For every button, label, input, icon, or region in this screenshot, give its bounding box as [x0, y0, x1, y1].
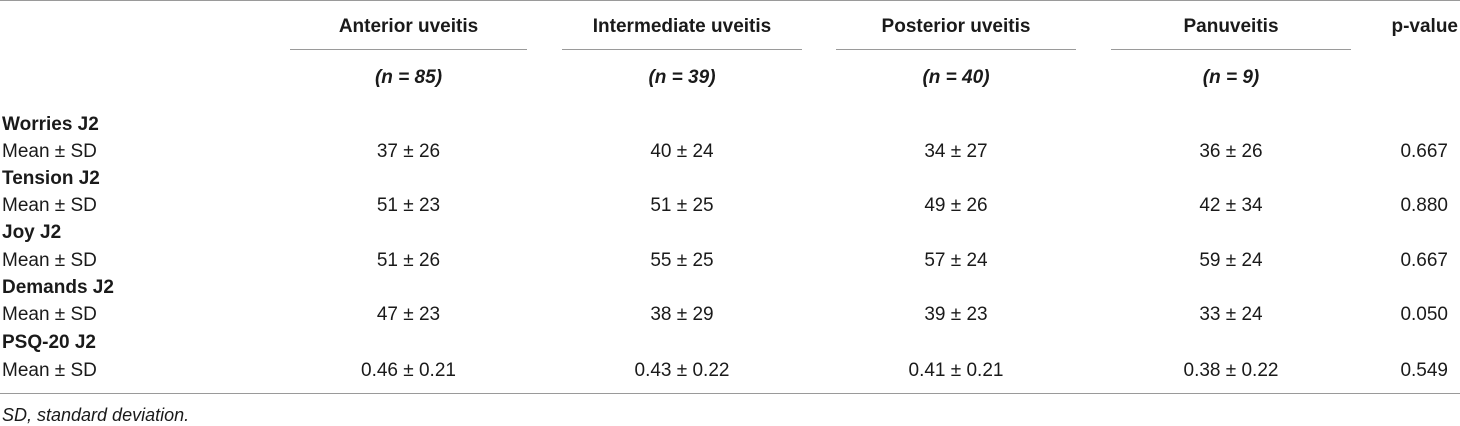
- cell-joy-posterior: 57 ± 24: [924, 250, 988, 271]
- cell-demands-anterior: 47 ± 23: [376, 304, 441, 325]
- cell-psq20-panuveitis: 0.38 ± 0.22: [1183, 360, 1279, 381]
- cell-psq20-pvalue: 0.549: [1400, 360, 1448, 381]
- cell-demands-intermediate: 38 ± 29: [650, 304, 714, 325]
- row-label-worries-stat: Mean ± SD: [2, 141, 97, 162]
- n-count-anterior: (n = 85): [374, 67, 443, 88]
- column-header-anterior: Anterior uveitis: [338, 16, 479, 37]
- column-rule-intermediate: [562, 49, 802, 50]
- group-label-joy: Joy J2: [2, 222, 62, 243]
- table-top-rule: [0, 0, 1460, 1]
- cell-tension-panuveitis: 42 ± 34: [1199, 195, 1263, 216]
- cell-demands-pvalue: 0.050: [1400, 304, 1448, 325]
- cell-tension-posterior: 49 ± 26: [924, 195, 988, 216]
- column-rule-panuveitis: [1111, 49, 1351, 50]
- cell-worries-anterior: 37 ± 26: [376, 141, 441, 162]
- table-bottom-rule: [0, 393, 1460, 394]
- n-count-intermediate: (n = 39): [648, 67, 716, 88]
- row-label-tension-stat: Mean ± SD: [2, 195, 97, 216]
- column-header-intermediate: Intermediate uveitis: [592, 16, 772, 37]
- cell-worries-posterior: 34 ± 27: [924, 141, 988, 162]
- cell-joy-pvalue: 0.667: [1400, 250, 1448, 271]
- n-count-posterior: (n = 40): [922, 67, 990, 88]
- table-footnote: SD, standard deviation.: [2, 405, 190, 425]
- group-label-demands: Demands J2: [2, 277, 114, 298]
- n-count-panuveitis: (n = 9): [1202, 67, 1260, 88]
- cell-demands-posterior: 39 ± 23: [924, 304, 988, 325]
- column-header-pvalue: p-value: [1391, 16, 1458, 37]
- cell-worries-intermediate: 40 ± 24: [650, 141, 714, 162]
- group-label-worries: Worries J2: [2, 114, 99, 135]
- cell-worries-pvalue: 0.667: [1400, 141, 1448, 162]
- cell-joy-intermediate: 55 ± 25: [650, 250, 714, 271]
- cell-psq20-intermediate: 0.43 ± 0.22: [634, 360, 730, 381]
- column-header-posterior: Posterior uveitis: [881, 16, 1031, 37]
- column-header-panuveitis: Panuveitis: [1183, 16, 1279, 37]
- cell-tension-pvalue: 0.880: [1400, 195, 1448, 216]
- cell-tension-intermediate: 51 ± 25: [650, 195, 714, 216]
- cell-demands-panuveitis: 33 ± 24: [1199, 304, 1263, 325]
- cell-joy-anterior: 51 ± 26: [376, 250, 441, 271]
- cell-psq20-anterior: 0.46 ± 0.21: [361, 360, 456, 381]
- cell-joy-panuveitis: 59 ± 24: [1199, 250, 1263, 271]
- group-label-tension: Tension J2: [2, 168, 100, 189]
- column-rule-anterior: [290, 49, 527, 50]
- cell-tension-anterior: 51 ± 23: [376, 195, 441, 216]
- row-label-joy-stat: Mean ± SD: [2, 250, 97, 271]
- column-rule-posterior: [836, 49, 1076, 50]
- row-label-demands-stat: Mean ± SD: [2, 304, 97, 325]
- group-label-psq20: PSQ-20 J2: [2, 332, 96, 353]
- cell-worries-panuveitis: 36 ± 26: [1199, 141, 1263, 162]
- cell-psq20-posterior: 0.41 ± 0.21: [908, 360, 1004, 381]
- row-label-psq20-stat: Mean ± SD: [2, 360, 97, 381]
